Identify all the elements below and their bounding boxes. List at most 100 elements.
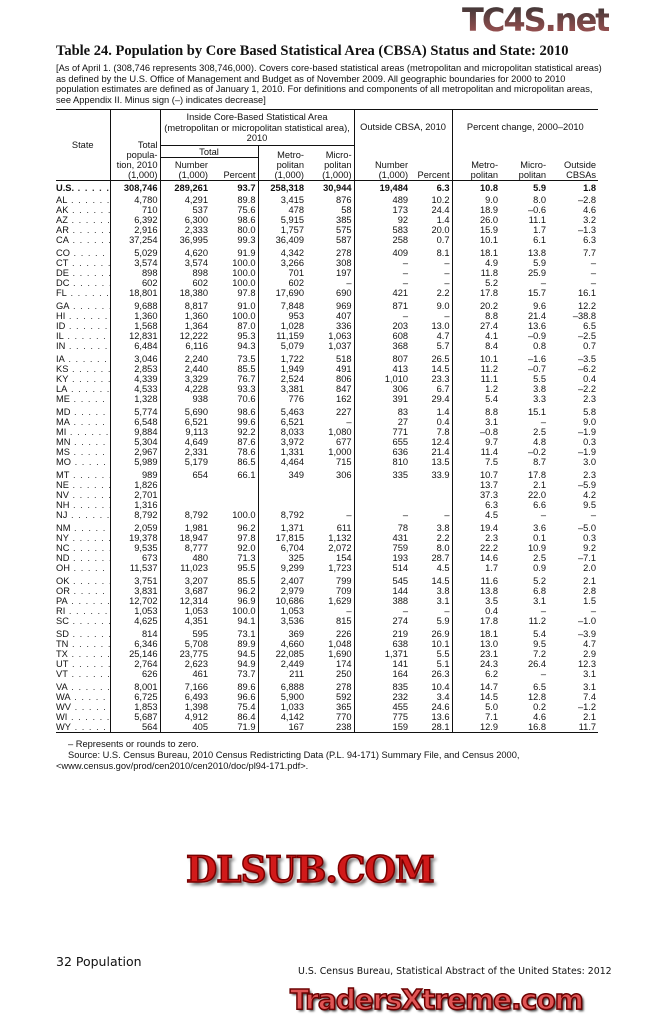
cell-outside-percent: 10.2 bbox=[410, 195, 453, 206]
dot-leader: . . . . . . . . . . bbox=[70, 195, 109, 206]
cell-state: NC . . . . . . . . . . bbox=[56, 543, 111, 554]
cell-change-micropolitan: 5.2 bbox=[533, 576, 547, 587]
cell-inside-percent bbox=[210, 500, 259, 511]
cell-micropolitan: – bbox=[306, 606, 355, 617]
cell-metropolitan: 1,371 bbox=[280, 523, 304, 534]
cell-micropolitan: 690 bbox=[306, 288, 355, 299]
cell-outside-number: 583 bbox=[392, 225, 409, 236]
cell-change-outside: 4.7 bbox=[583, 639, 597, 650]
cell-micropolitan: 518 bbox=[306, 354, 355, 365]
cell-metropolitan: 1,033 bbox=[280, 702, 304, 713]
spacer-cell bbox=[306, 404, 355, 408]
cell-change-outside: 2.3 bbox=[583, 470, 597, 481]
state-code: MO bbox=[56, 457, 71, 468]
cell-total-population: 626 bbox=[110, 669, 161, 680]
cell-change-outside: 12.3 bbox=[577, 659, 597, 670]
cell-inside-percent: 85.5 bbox=[210, 576, 259, 587]
cell-change-metropolitan: 11.2 bbox=[480, 364, 499, 375]
cell-outside-number: – bbox=[402, 278, 409, 289]
cell-change-metropolitan: 1.7 bbox=[485, 563, 499, 574]
state-code: SC bbox=[56, 616, 69, 627]
cell-state: NM . . . . . . . . . . bbox=[56, 523, 111, 534]
cell-change-micropolitan: 0.2 bbox=[533, 702, 547, 713]
cell-outside-number: 810 bbox=[392, 457, 409, 468]
cell-inside-number: 18,380 bbox=[179, 288, 208, 299]
cell-metropolitan: 7,848 bbox=[280, 301, 304, 312]
spacer-cell bbox=[56, 404, 111, 408]
cell-outside-number: 409 bbox=[392, 248, 409, 259]
cell-outside-number: 771 bbox=[392, 427, 409, 438]
cell-inside-percent: 93.3 bbox=[210, 384, 259, 395]
dot-leader: . . . . . . . . . . bbox=[72, 225, 110, 236]
cell-change-micropolitan: 6.5 bbox=[533, 682, 547, 693]
cell-state: OH . . . . . . . . . . bbox=[56, 563, 111, 574]
cell-total-population: 2,853 bbox=[110, 364, 161, 375]
cell-change-micropolitan: 2.5 bbox=[533, 553, 547, 564]
cell-inside-percent: 100.0 bbox=[210, 606, 259, 617]
cell-change-metropolitan: 13.7 bbox=[479, 480, 499, 491]
cell-state: SC . . . . . . . . . . bbox=[56, 616, 111, 627]
cell-micropolitan: 278 bbox=[306, 248, 355, 259]
group-spacer bbox=[56, 573, 598, 577]
header-outside-percent: Percent bbox=[410, 157, 453, 182]
state-code: IN bbox=[56, 341, 66, 352]
cell-state: VA . . . . . . . . . . bbox=[56, 682, 111, 693]
cell-change-metropolitan: 10.7 bbox=[479, 470, 499, 481]
dot-leader: . . . . . . . . . . bbox=[74, 437, 109, 448]
cell-outside-number: – bbox=[402, 268, 409, 279]
table-row: HI . . . . . . . . . .1,3601,360100.0953… bbox=[56, 311, 598, 322]
cell-change-micropolitan: 8.0 bbox=[533, 195, 547, 206]
cell-change-metropolitan: 10.1 bbox=[479, 235, 499, 246]
cell-inside-percent: 99.6 bbox=[210, 417, 259, 428]
state-code: SD bbox=[56, 629, 69, 640]
cell-change-metropolitan: 18.1 bbox=[479, 248, 499, 259]
cell-change-micropolitan: –1.6 bbox=[527, 354, 547, 365]
state-code: DC bbox=[56, 278, 70, 289]
dot-leader: . . . . . . . . . . bbox=[74, 692, 109, 703]
cell-inside-percent: 96.2 bbox=[210, 523, 259, 534]
cell-outside-percent: 2.2 bbox=[410, 288, 453, 299]
cell-inside-percent: 93.7 bbox=[210, 180, 259, 196]
cell-outside-percent: 23.3 bbox=[410, 374, 453, 385]
cell-micropolitan: – bbox=[306, 510, 355, 521]
cell-inside-number: 18,947 bbox=[179, 533, 208, 544]
cell-change-micropolitan: 8.7 bbox=[533, 457, 547, 468]
cell-change-outside: –1.9 bbox=[577, 447, 597, 458]
cell-outside-percent: 13.0 bbox=[410, 321, 453, 332]
cell-inside-percent: 87.6 bbox=[210, 437, 259, 448]
state-code: CO bbox=[56, 248, 70, 259]
cell-change-metropolitan: 18.1 bbox=[479, 629, 499, 640]
cell-state: CT . . . . . . . . . . bbox=[56, 258, 111, 269]
cell-total-population: 6,484 bbox=[110, 341, 161, 352]
cell-micropolitan: 30,944 bbox=[306, 180, 355, 196]
cell-inside-number: 6,521 bbox=[184, 417, 208, 428]
cell-total-population: 1,853 bbox=[110, 702, 161, 713]
cell-outside-number: 83 bbox=[397, 407, 409, 418]
cell-change-micropolitan: –0.7 bbox=[527, 364, 547, 375]
group-spacer bbox=[56, 467, 598, 471]
dot-leader: . . . . . . . . . . bbox=[73, 417, 109, 428]
cell-metropolitan: 325 bbox=[288, 553, 304, 564]
cell-inside-percent: 100.0 bbox=[210, 278, 259, 289]
state-code: OH bbox=[56, 563, 70, 574]
state-code: DE bbox=[56, 268, 69, 279]
cell-total-population: 3,751 bbox=[110, 576, 161, 587]
dot-leader: . . . . . . . . . . bbox=[72, 235, 110, 246]
dot-leader: . . . . . . . . . . bbox=[72, 268, 110, 279]
cell-micropolitan: 227 bbox=[306, 407, 355, 418]
dot-leader: . . . . . . . . . . bbox=[73, 278, 109, 289]
cell-inside-percent: 73.1 bbox=[210, 629, 259, 640]
cell-inside-percent: 92.2 bbox=[210, 427, 259, 438]
cell-total-population: 814 bbox=[110, 629, 161, 640]
cell-micropolitan: 174 bbox=[306, 659, 355, 670]
cell-change-outside: 9.2 bbox=[583, 543, 597, 554]
state-code: NH bbox=[56, 500, 70, 511]
cell-outside-percent: – bbox=[410, 311, 453, 322]
cell-change-outside: 2.9 bbox=[583, 649, 597, 660]
